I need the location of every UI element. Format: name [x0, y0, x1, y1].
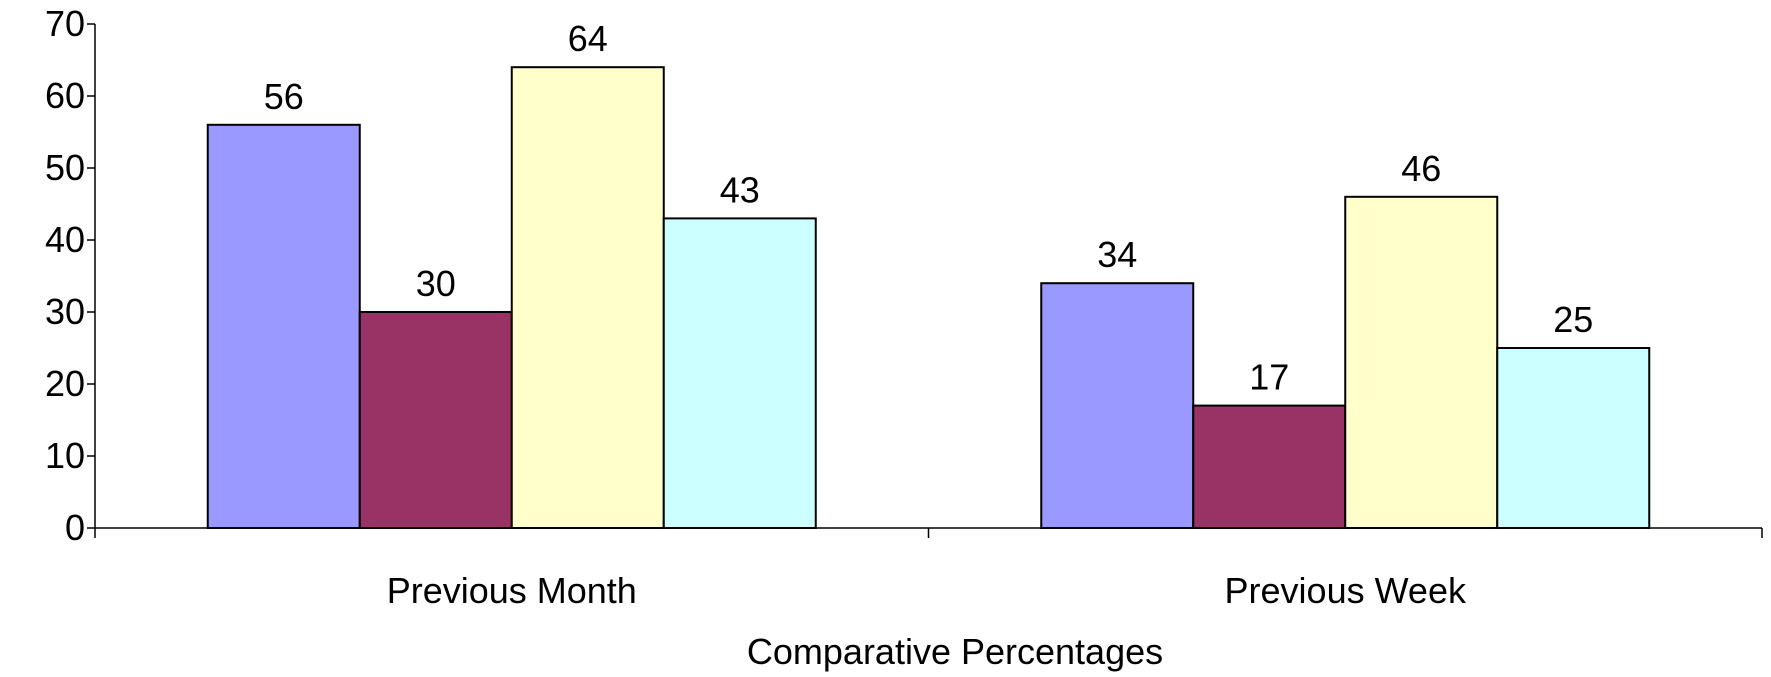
bar	[1192, 404, 1347, 530]
bar	[206, 123, 361, 530]
data-label: 17	[1249, 357, 1289, 398]
y-axis-ticks: 0 10 20 30 40 50 60 70	[45, 3, 95, 548]
bar	[1496, 347, 1651, 529]
bar	[1344, 195, 1499, 530]
y-tick-label: 40	[45, 219, 85, 260]
data-labels: 56 30 64 43 34 17 46 25	[264, 18, 1594, 397]
data-label: 64	[568, 18, 608, 59]
y-tick-label: 50	[45, 147, 85, 188]
x-category-label: Previous Month	[387, 570, 637, 611]
y-tick-label: 70	[45, 3, 85, 44]
category-labels: Previous Month Previous Week	[387, 570, 1467, 611]
bar	[662, 217, 817, 529]
y-tick-label: 20	[45, 363, 85, 404]
y-tick-label: 60	[45, 75, 85, 116]
data-label: 25	[1553, 299, 1593, 340]
data-label: 43	[720, 169, 760, 210]
data-label: 34	[1097, 234, 1137, 275]
y-tick-label: 10	[45, 435, 85, 476]
bar	[358, 311, 513, 529]
bars	[206, 66, 1651, 530]
bar	[510, 66, 665, 529]
bar	[1040, 282, 1195, 530]
x-category-label: Previous Week	[1225, 570, 1467, 611]
data-label: 46	[1401, 148, 1441, 189]
axes	[94, 24, 1763, 538]
x-axis-title: Comparative Percentages	[747, 631, 1163, 672]
data-label: 30	[416, 263, 456, 304]
data-label: 56	[264, 76, 304, 117]
y-tick-label: 30	[45, 291, 85, 332]
y-tick-label: 0	[65, 507, 85, 548]
